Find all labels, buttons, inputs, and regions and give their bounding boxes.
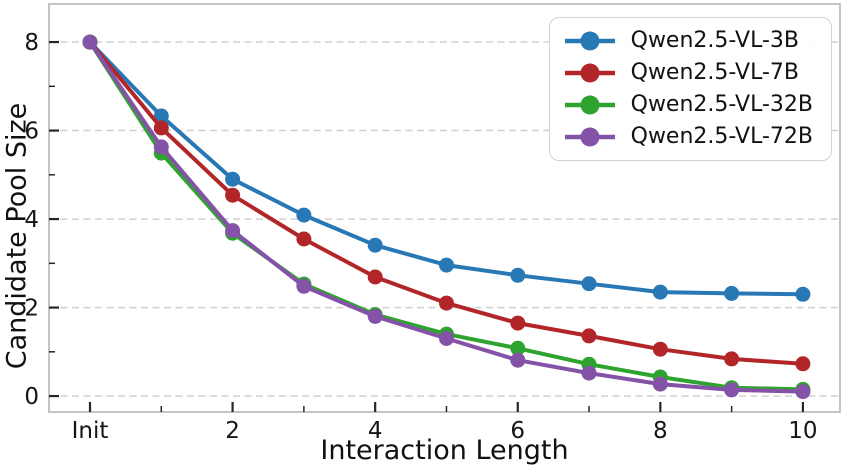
data-point	[367, 269, 383, 285]
data-point	[581, 276, 597, 292]
legend-label: Qwen2.5-VL-7B	[630, 60, 799, 85]
data-point	[82, 34, 98, 50]
data-point	[296, 231, 312, 247]
ticks	[49, 40, 805, 412]
data-point	[367, 308, 383, 324]
data-point	[367, 237, 383, 253]
x-tick-label: 2	[225, 418, 240, 444]
y-tick-label: 0	[24, 384, 39, 410]
data-point	[225, 223, 241, 239]
legend-label: Qwen2.5-VL-72B	[630, 124, 813, 149]
data-point	[581, 328, 597, 344]
x-tick-label: 4	[368, 418, 383, 444]
data-point	[225, 187, 241, 203]
legend-item: Qwen2.5-VL-3B	[564, 25, 813, 57]
data-point	[153, 139, 169, 155]
series-Qwen2.5-VL-7B	[82, 34, 811, 372]
x-tick-label: 6	[510, 418, 525, 444]
data-point	[724, 382, 740, 398]
x-axis-label: Interaction Length	[320, 435, 569, 466]
data-point	[153, 120, 169, 136]
x-tick-label: 8	[653, 418, 668, 444]
data-point	[795, 384, 811, 400]
axes-box	[48, 3, 841, 413]
data-point	[296, 278, 312, 294]
data-point	[510, 340, 526, 356]
data-point	[652, 284, 668, 300]
legend-item: Qwen2.5-VL-7B	[564, 57, 813, 89]
data-point	[510, 267, 526, 283]
data-point	[795, 286, 811, 302]
data-point	[724, 351, 740, 367]
legend-marker-icon	[564, 127, 615, 147]
legend-marker-icon	[564, 31, 615, 51]
data-point	[652, 376, 668, 392]
y-tick-label: 8	[24, 30, 39, 56]
series-Qwen2.5-VL-3B	[82, 34, 811, 302]
data-point	[795, 356, 811, 372]
series-Qwen2.5-VL-72B	[82, 34, 811, 400]
data-point	[439, 257, 454, 273]
y-tick-label: 2	[24, 296, 39, 322]
data-point	[153, 108, 169, 124]
legend-label: Qwen2.5-VL-32B	[630, 92, 813, 117]
data-point	[724, 285, 740, 301]
x-tick-label: 10	[788, 418, 817, 444]
y-tick-label: 4	[24, 207, 39, 233]
data-point	[652, 341, 668, 357]
tick-labels: Init 2 4 6 8 10 0 2 4 6 8	[24, 30, 817, 444]
legend-marker-icon	[564, 95, 615, 115]
legend-marker-icon	[564, 63, 615, 83]
legend-label: Qwen2.5-VL-3B	[630, 28, 799, 53]
data-point	[510, 315, 526, 331]
data-point	[581, 365, 597, 381]
data-point	[510, 352, 526, 368]
data-point	[225, 171, 241, 187]
data-point	[296, 207, 312, 223]
y-tick-label: 6	[24, 119, 39, 145]
data-point	[439, 295, 454, 311]
x-tick-label: Init	[72, 418, 109, 444]
data-point	[439, 331, 454, 346]
legend: Qwen2.5-VL-3B Qwen2.5-VL-7B Qwen2.5-VL-32B…	[548, 17, 832, 161]
y-axis-label: Candidate Pool Size	[1, 102, 33, 370]
legend-item: Qwen2.5-VL-72B	[564, 121, 813, 153]
legend-item: Qwen2.5-VL-32B	[564, 89, 813, 121]
